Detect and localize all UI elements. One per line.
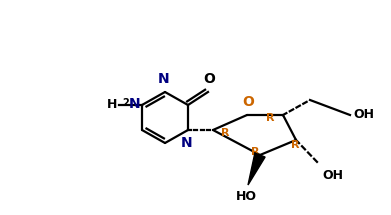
Text: OH: OH [322, 169, 343, 182]
Text: H: H [107, 97, 117, 111]
Polygon shape [248, 153, 265, 185]
Text: R: R [291, 140, 299, 150]
Text: HO: HO [235, 190, 256, 203]
Text: R: R [266, 113, 274, 123]
Text: N: N [158, 72, 170, 86]
Text: O: O [203, 72, 215, 86]
Text: OH: OH [353, 108, 374, 120]
Text: O: O [242, 95, 254, 109]
Text: 2: 2 [122, 98, 129, 108]
Text: R: R [221, 128, 229, 138]
Text: R: R [251, 147, 259, 157]
Text: N: N [181, 136, 193, 150]
Text: N: N [129, 97, 141, 111]
